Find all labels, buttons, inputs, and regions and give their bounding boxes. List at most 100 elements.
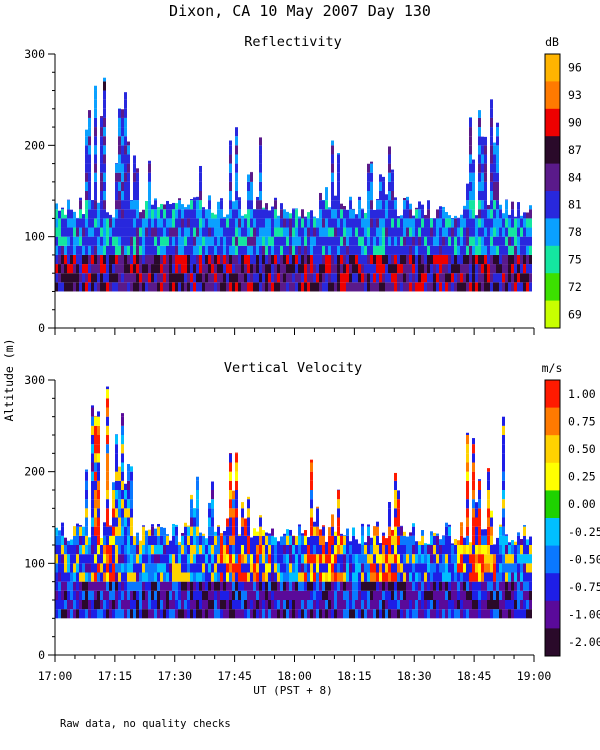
reflectivity-cell [355, 218, 358, 228]
velocity-cell [475, 526, 478, 536]
reflectivity-cell [178, 198, 181, 201]
reflectivity-cell [301, 236, 304, 246]
velocity-cell [70, 572, 73, 582]
reflectivity-cell [268, 227, 271, 237]
velocity-cell [244, 518, 247, 527]
reflectivity-cell [109, 264, 112, 274]
reflectivity-cell [346, 227, 349, 237]
reflectivity-cell [436, 209, 439, 219]
reflectivity-cell [400, 264, 403, 274]
reflectivity-cell [61, 273, 64, 283]
velocity-cell [409, 545, 412, 555]
reflectivity-cell [505, 199, 508, 201]
velocity-cell [67, 600, 70, 610]
reflectivity-cell [418, 218, 421, 228]
reflectivity-cell [364, 264, 367, 274]
reflectivity-cell [400, 254, 403, 265]
velocity-cell [382, 563, 385, 573]
velocity-cell [412, 535, 415, 545]
velocity-cell [175, 600, 178, 610]
velocity-cell [175, 590, 178, 600]
velocity-cell [256, 600, 259, 610]
velocity-cell [262, 545, 265, 555]
velocity-cell [262, 609, 265, 619]
reflectivity-cell [229, 163, 232, 173]
velocity-cell [139, 554, 142, 564]
velocity-cell [190, 499, 193, 509]
velocity-cell [70, 600, 73, 610]
velocity-cell [355, 590, 358, 600]
reflectivity-cell [274, 264, 277, 274]
velocity-cell [463, 563, 466, 573]
reflectivity-cell [154, 254, 157, 265]
velocity-cell [412, 590, 415, 600]
reflectivity-cell [139, 227, 142, 237]
velocity-cell [274, 537, 277, 545]
velocity-cell [472, 554, 475, 564]
velocity-cell [472, 471, 475, 481]
reflectivity-cell [265, 236, 268, 246]
velocity-cell [232, 490, 235, 500]
reflectivity-cell [418, 209, 421, 219]
reflectivity-cell [511, 227, 514, 237]
reflectivity-cell [505, 218, 508, 228]
reflectivity-cell [496, 127, 499, 137]
reflectivity-cell [187, 254, 190, 265]
reflectivity-cell [118, 127, 121, 137]
velocity-cell [472, 453, 475, 463]
velocity-cell [457, 609, 460, 619]
velocity-cell [307, 572, 310, 582]
velocity-cell [94, 535, 97, 545]
reflectivity-cell [193, 282, 196, 292]
velocity-cell [319, 535, 322, 545]
reflectivity-cell [412, 218, 415, 228]
velocity-cell [280, 572, 283, 582]
reflectivity-cell [382, 282, 385, 292]
reflectivity-cell [517, 282, 520, 292]
velocity-cell [358, 563, 361, 573]
velocity-cell [244, 581, 247, 591]
reflectivity-cell [85, 172, 88, 182]
velocity-cell [163, 535, 166, 545]
reflectivity-cell [325, 245, 328, 255]
velocity-cell [523, 590, 526, 600]
velocity-cell [139, 563, 142, 573]
velocity-cell [109, 545, 112, 555]
velocity-cell [349, 590, 352, 600]
velocity-cell [64, 563, 67, 573]
reflectivity-cell [202, 236, 205, 246]
velocity-cell [250, 590, 253, 600]
velocity-cell [478, 490, 481, 500]
velocity-cell [424, 590, 427, 600]
velocity-cell [355, 600, 358, 610]
velocity-cell [94, 526, 97, 536]
reflectivity-cell [70, 254, 73, 265]
velocity-cell [376, 590, 379, 600]
reflectivity-cell [58, 210, 61, 219]
reflectivity-cell [259, 137, 262, 146]
reflectivity-cell [166, 200, 169, 210]
velocity-cell [154, 535, 157, 545]
reflectivity-cell [436, 236, 439, 246]
velocity-cell [55, 535, 58, 545]
reflectivity-cell [334, 200, 337, 210]
reflectivity-cell [496, 218, 499, 228]
velocity-cell [253, 563, 256, 573]
velocity-cell [478, 572, 481, 582]
velocity-cell [106, 386, 109, 390]
reflectivity-cell [142, 209, 145, 219]
reflectivity-cell [91, 254, 94, 265]
velocity-cell [445, 535, 448, 545]
velocity-cell [91, 444, 94, 454]
velocity-cell [109, 554, 112, 564]
reflectivity-cell [400, 282, 403, 292]
velocity-cell [502, 535, 505, 545]
velocity-cell [85, 545, 88, 555]
reflectivity-cell [217, 218, 220, 228]
reflectivity-cell [475, 218, 478, 228]
velocity-cell [298, 563, 301, 573]
velocity-cell [487, 563, 490, 573]
reflectivity-cell [205, 209, 208, 219]
velocity-cell [190, 563, 193, 573]
reflectivity-cell [496, 264, 499, 274]
